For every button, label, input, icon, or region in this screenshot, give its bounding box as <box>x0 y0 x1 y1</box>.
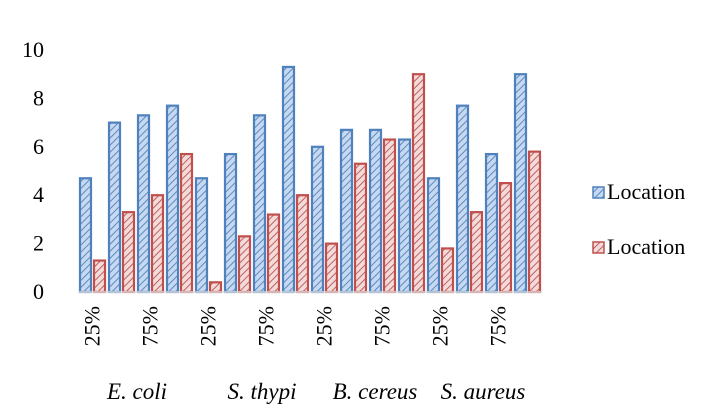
bar-blue-4 <box>165 104 180 294</box>
bar-blue-3 <box>136 114 151 294</box>
x-axis-group-labels: E. coli S. thypi B. cereus S. aureus <box>106 379 525 404</box>
x-category-label: 75% <box>370 306 395 346</box>
bar-red-15 <box>498 182 513 294</box>
bar-red-1 <box>92 259 107 294</box>
bars-group <box>78 65 542 294</box>
x-category-label: 75% <box>486 306 511 346</box>
bar-blue-8 <box>281 65 296 294</box>
bar-blue-1 <box>78 177 93 294</box>
bar-red-9 <box>324 242 339 294</box>
y-axis-tick-labels: 0 2 4 6 8 10 <box>22 37 44 304</box>
bar-red-14 <box>469 211 484 294</box>
bar-blue-2 <box>107 121 122 294</box>
y-tick-label: 2 <box>33 231 44 256</box>
legend: Location Location <box>592 179 685 259</box>
x-category-label: 25% <box>428 306 453 346</box>
y-tick-label: 4 <box>33 182 44 207</box>
bar-red-11 <box>382 138 397 294</box>
legend-swatch-red <box>592 241 605 254</box>
legend-swatch-blue <box>592 186 605 199</box>
bar-blue-15 <box>484 152 499 294</box>
bar-blue-11 <box>368 128 383 294</box>
bar-blue-16 <box>513 73 528 294</box>
bar-blue-6 <box>223 152 238 294</box>
bar-red-10 <box>353 162 368 294</box>
x-category-label: 25% <box>196 306 221 346</box>
x-group-label: S. thypi <box>228 379 297 404</box>
bar-blue-13 <box>426 177 441 294</box>
bar-red-13 <box>440 247 455 294</box>
y-tick-label: 0 <box>33 279 44 304</box>
y-tick-label: 10 <box>22 37 44 62</box>
x-group-label: E. coli <box>106 379 167 404</box>
bar-red-6 <box>237 235 252 294</box>
bar-red-5 <box>208 281 223 294</box>
legend-label: Location <box>607 234 685 259</box>
legend-label: Location <box>607 179 685 204</box>
x-group-label: B. cereus <box>333 379 418 404</box>
x-category-label: 75% <box>138 306 163 346</box>
bar-red-7 <box>266 213 281 294</box>
y-tick-label: 8 <box>33 85 44 110</box>
bar-blue-9 <box>310 145 325 294</box>
x-group-label: S. aureus <box>441 379 526 404</box>
bar-red-2 <box>121 211 136 294</box>
bar-blue-10 <box>339 128 354 294</box>
bar-blue-12 <box>397 138 412 294</box>
bar-blue-7 <box>252 114 267 294</box>
bar-red-4 <box>179 152 194 294</box>
x-category-label: 25% <box>80 306 105 346</box>
bar-red-8 <box>295 194 310 294</box>
x-category-label: 25% <box>312 306 337 346</box>
bar-red-12 <box>411 73 426 294</box>
bar-blue-5 <box>194 177 209 294</box>
bar-blue-14 <box>455 104 470 294</box>
bar-red-16 <box>527 150 542 294</box>
x-axis-category-labels: 25% 75% 25% 75% 25% 75% 25% 75% <box>80 306 511 346</box>
bar-red-3 <box>150 194 165 294</box>
y-tick-label: 6 <box>33 134 44 159</box>
x-category-label: 75% <box>254 306 279 346</box>
